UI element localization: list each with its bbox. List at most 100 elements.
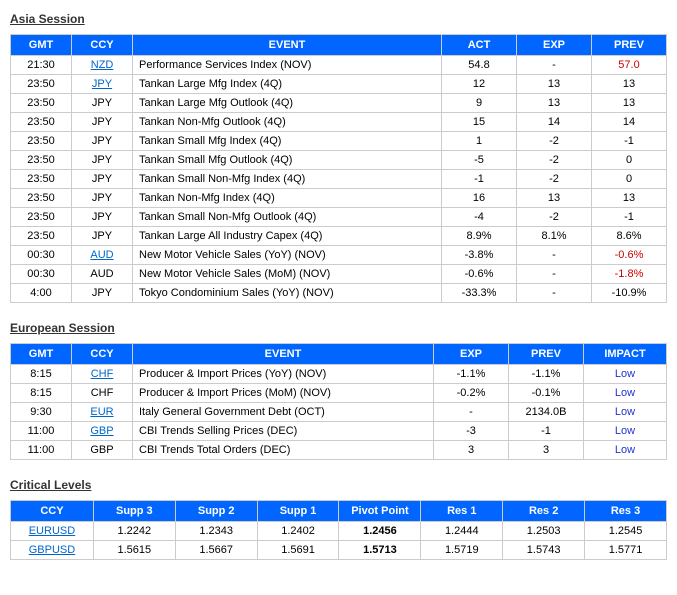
col-prev: PREV <box>509 344 584 365</box>
col-gmt: GMT <box>11 35 72 56</box>
table-row: EURUSD1.22421.23431.24021.24561.24441.25… <box>11 522 667 541</box>
col-r3: Res 3 <box>585 501 667 522</box>
col-event: EVENT <box>133 344 434 365</box>
cell-gmt: 23:50 <box>11 113 72 132</box>
cell-prev: -0.6% <box>592 246 667 265</box>
cell-r3: 1.2545 <box>585 522 667 541</box>
cell-exp: 8.1% <box>517 227 592 246</box>
ccy-link[interactable]: AUD <box>90 249 113 261</box>
cell-ccy: JPY <box>72 208 133 227</box>
cell-prev: -1.8% <box>592 265 667 284</box>
cell-ccy[interactable]: NZD <box>72 56 133 75</box>
cell-exp: - <box>517 265 592 284</box>
col-ccy: CCY <box>11 501 94 522</box>
cell-event: Italy General Government Debt (OCT) <box>133 403 434 422</box>
cell-prev: -1.1% <box>509 365 584 384</box>
ccy-link[interactable]: EUR <box>90 406 113 418</box>
cell-ccy[interactable]: JPY <box>72 75 133 94</box>
cell-s3: 1.2242 <box>93 522 175 541</box>
cell-exp: - <box>517 246 592 265</box>
cell-event: Producer & Import Prices (MoM) (NOV) <box>133 384 434 403</box>
ccy-link[interactable]: GBPUSD <box>29 544 75 556</box>
cell-prev: -1 <box>592 132 667 151</box>
cell-gmt: 8:15 <box>11 365 72 384</box>
cell-exp: -2 <box>517 151 592 170</box>
cell-gmt: 23:50 <box>11 227 72 246</box>
critical-header-row: CCY Supp 3 Supp 2 Supp 1 Pivot Point Res… <box>11 501 667 522</box>
cell-act: 9 <box>442 94 517 113</box>
ccy-link[interactable]: NZD <box>91 59 114 71</box>
table-row: 11:00 GBP CBI Trends Selling Prices (DEC) -… <box>11 422 667 441</box>
cell-prev: 8.6% <box>592 227 667 246</box>
cell-ccy[interactable]: EUR <box>72 403 133 422</box>
cell-gmt: 21:30 <box>11 56 72 75</box>
table-row: 23:50JPYTankan Large Mfg Outlook (4Q)913… <box>11 94 667 113</box>
cell-gmt: 11:00 <box>11 422 72 441</box>
cell-event: CBI Trends Selling Prices (DEC) <box>133 422 434 441</box>
cell-ccy[interactable]: AUD <box>72 246 133 265</box>
cell-gmt: 23:50 <box>11 132 72 151</box>
cell-event: Tankan Small Non-Mfg Outlook (4Q) <box>133 208 442 227</box>
cell-s1: 1.2402 <box>257 522 339 541</box>
cell-act: -4 <box>442 208 517 227</box>
cell-s2: 1.5667 <box>175 541 257 560</box>
table-row: 23:50JPYTankan Small Mfg Index (4Q)1-2-1 <box>11 132 667 151</box>
cell-gmt: 23:50 <box>11 151 72 170</box>
cell-act: -5 <box>442 151 517 170</box>
table-row: 00:30AUDNew Motor Vehicle Sales (MoM) (N… <box>11 265 667 284</box>
ccy-link[interactable]: CHF <box>91 368 114 380</box>
cell-event: Tokyo Condominium Sales (YoY) (NOV) <box>133 284 442 303</box>
cell-impact: Low <box>584 384 667 403</box>
cell-prev: 14 <box>592 113 667 132</box>
cell-exp: - <box>517 56 592 75</box>
cell-ccy[interactable]: CHF <box>72 365 133 384</box>
cell-gmt: 23:50 <box>11 170 72 189</box>
cell-ccy[interactable]: GBPUSD <box>11 541 94 560</box>
col-impact: IMPACT <box>584 344 667 365</box>
cell-gmt: 23:50 <box>11 94 72 113</box>
cell-event: Tankan Large All Industry Capex (4Q) <box>133 227 442 246</box>
cell-exp: -1.1% <box>434 365 509 384</box>
table-row: 9:30EURItaly General Government Debt (OC… <box>11 403 667 422</box>
cell-event: CBI Trends Total Orders (DEC) <box>133 441 434 460</box>
cell-gmt: 23:50 <box>11 208 72 227</box>
cell-event: Tankan Small Non-Mfg Index (4Q) <box>133 170 442 189</box>
cell-s1: 1.5691 <box>257 541 339 560</box>
ccy-link[interactable]: EURUSD <box>29 525 75 537</box>
cell-act: 54.8 <box>442 56 517 75</box>
cell-event: Tankan Small Mfg Outlook (4Q) <box>133 151 442 170</box>
cell-impact: Low <box>584 365 667 384</box>
table-row: 4:00JPYTokyo Condominium Sales (YoY) (NO… <box>11 284 667 303</box>
table-row: 11:00GBPCBI Trends Total Orders (DEC)33L… <box>11 441 667 460</box>
col-r2: Res 2 <box>503 501 585 522</box>
col-gmt: GMT <box>11 344 72 365</box>
col-s1: Supp 1 <box>257 501 339 522</box>
col-event: EVENT <box>133 35 442 56</box>
cell-act: 15 <box>442 113 517 132</box>
asia-table: GMT CCY EVENT ACT EXP PREV 21:30NZDPerfo… <box>10 34 667 303</box>
cell-act: 8.9% <box>442 227 517 246</box>
table-row: 8:15CHFProducer & Import Prices (YoY) (N… <box>11 365 667 384</box>
table-row: 23:50JPYTankan Large All Industry Capex … <box>11 227 667 246</box>
table-row: 23:50JPYTankan Small Non-Mfg Outlook (4Q… <box>11 208 667 227</box>
cell-ccy: GBP <box>72 441 133 460</box>
cell-prev: 0 <box>592 170 667 189</box>
europe-table: GMT CCY EVENT EXP PREV IMPACT 8:15CHFPro… <box>10 343 667 460</box>
cell-event: Tankan Large Mfg Outlook (4Q) <box>133 94 442 113</box>
table-row: 8:15CHFProducer & Import Prices (MoM) (N… <box>11 384 667 403</box>
ccy-link[interactable]: JPY <box>92 78 112 90</box>
table-row: 21:30NZDPerformance Services Index (NOV)… <box>11 56 667 75</box>
cell-exp: -2 <box>517 208 592 227</box>
col-pivot: Pivot Point <box>339 501 421 522</box>
cell-ccy[interactable]: EURUSD <box>11 522 94 541</box>
table-row: 00:30AUDNew Motor Vehicle Sales (YoY) (N… <box>11 246 667 265</box>
cell-ccy[interactable]: GBP <box>72 422 133 441</box>
asia-header-row: GMT CCY EVENT ACT EXP PREV <box>11 35 667 56</box>
cell-ccy: JPY <box>72 284 133 303</box>
cell-r2: 1.5743 <box>503 541 585 560</box>
col-ccy: CCY <box>72 35 133 56</box>
cell-prev: -10.9% <box>592 284 667 303</box>
col-act: ACT <box>442 35 517 56</box>
cell-prev: -1 <box>509 422 584 441</box>
ccy-link[interactable]: GBP <box>90 425 113 437</box>
